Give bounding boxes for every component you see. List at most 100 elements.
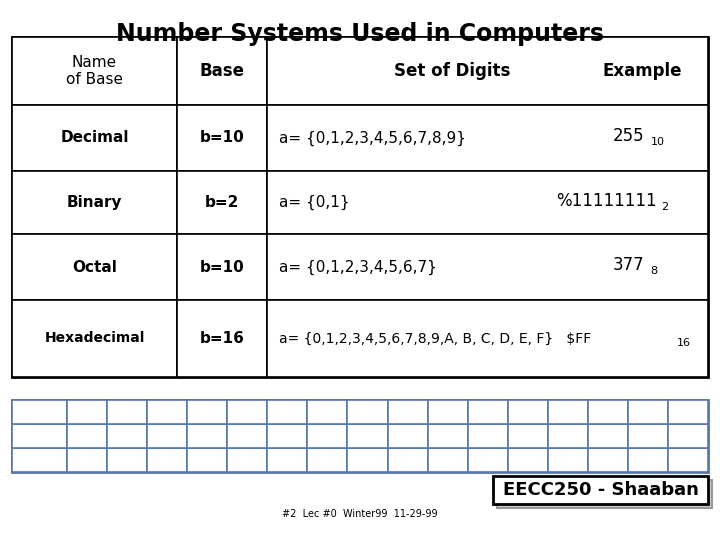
- Text: 5: 5: [282, 453, 292, 467]
- Text: Set of Digits: Set of Digits: [394, 62, 510, 80]
- Text: 0100: 0100: [234, 407, 261, 417]
- Text: 8: 8: [402, 453, 413, 467]
- Bar: [428, 448, 467, 472]
- Bar: [467, 448, 508, 472]
- Bar: [267, 448, 307, 472]
- Text: 0111: 0111: [354, 407, 381, 417]
- Bar: [12, 37, 708, 377]
- Text: B: B: [523, 429, 533, 443]
- Bar: [387, 400, 428, 424]
- Text: A: A: [482, 429, 493, 443]
- Text: b=10: b=10: [199, 131, 244, 145]
- Text: Base: Base: [199, 62, 245, 80]
- Bar: [628, 424, 668, 448]
- Bar: [348, 424, 387, 448]
- Bar: [267, 234, 708, 300]
- Bar: [12, 400, 708, 472]
- Text: a= {0,1,2,3,4,5,6,7,8,9,A, B, C, D, E, F}   $FF: a= {0,1,2,3,4,5,6,7,8,9,A, B, C, D, E, F…: [279, 332, 591, 346]
- Text: 6: 6: [323, 453, 332, 467]
- Text: b=10: b=10: [199, 260, 244, 274]
- Bar: [147, 448, 187, 472]
- Bar: [588, 400, 628, 424]
- Text: Hex: Hex: [26, 429, 53, 442]
- Bar: [67, 448, 107, 472]
- Text: 1: 1: [122, 429, 132, 443]
- Bar: [348, 400, 387, 424]
- Bar: [497, 480, 712, 508]
- Text: a= {0,1,2,3,4,5,6,7,8,9}: a= {0,1,2,3,4,5,6,7,8,9}: [279, 130, 466, 146]
- Text: #2  Lec #0  Winter99  11-29-99: #2 Lec #0 Winter99 11-29-99: [282, 509, 438, 519]
- Text: a= {0,1,2,3,4,5,6,7}: a= {0,1,2,3,4,5,6,7}: [279, 259, 437, 275]
- Bar: [12, 37, 177, 105]
- Text: 5: 5: [282, 429, 292, 443]
- Bar: [177, 234, 267, 300]
- Bar: [548, 448, 588, 472]
- Bar: [267, 400, 307, 424]
- Bar: [548, 400, 588, 424]
- Text: 1001: 1001: [434, 407, 461, 417]
- Text: 1100: 1100: [554, 407, 581, 417]
- Bar: [187, 424, 228, 448]
- Bar: [228, 448, 267, 472]
- Text: 3: 3: [202, 453, 212, 467]
- Bar: [307, 400, 348, 424]
- Bar: [467, 400, 508, 424]
- Bar: [228, 424, 267, 448]
- Text: C: C: [562, 429, 573, 443]
- Bar: [668, 424, 708, 448]
- Text: 0010: 0010: [153, 407, 181, 417]
- Bar: [177, 105, 267, 171]
- Bar: [508, 424, 548, 448]
- Text: 0: 0: [82, 453, 92, 467]
- Bar: [267, 424, 307, 448]
- Bar: [588, 424, 628, 448]
- Text: 1110: 1110: [634, 407, 662, 417]
- Bar: [67, 424, 107, 448]
- Bar: [348, 448, 387, 472]
- Bar: [147, 424, 187, 448]
- Text: 0001: 0001: [114, 407, 140, 417]
- Text: 1000: 1000: [394, 407, 421, 417]
- Bar: [12, 171, 177, 234]
- Text: Decimal: Decimal: [12, 454, 68, 467]
- Bar: [147, 400, 187, 424]
- Text: 1: 1: [122, 453, 132, 467]
- Text: 2: 2: [662, 201, 669, 212]
- Text: Binary: Binary: [19, 407, 60, 417]
- Bar: [177, 37, 267, 105]
- Text: F: F: [683, 429, 693, 443]
- Bar: [307, 448, 348, 472]
- Text: 16: 16: [677, 338, 691, 348]
- Text: b=16: b=16: [199, 331, 244, 346]
- Bar: [628, 400, 668, 424]
- Bar: [387, 448, 428, 472]
- Bar: [668, 448, 708, 472]
- Bar: [12, 300, 177, 377]
- Bar: [467, 424, 508, 448]
- Text: Decimal: Decimal: [60, 131, 129, 145]
- Text: Hexadecimal: Hexadecimal: [45, 332, 145, 346]
- Text: 1010: 1010: [474, 407, 501, 417]
- Text: 8: 8: [402, 429, 413, 443]
- Text: 6: 6: [323, 429, 332, 443]
- Bar: [12, 105, 177, 171]
- Text: 14: 14: [638, 453, 657, 467]
- Text: a= {0,1}: a= {0,1}: [279, 195, 350, 210]
- Bar: [668, 400, 708, 424]
- Text: 1111: 1111: [675, 407, 701, 417]
- Text: E: E: [643, 429, 652, 443]
- Text: D: D: [602, 429, 613, 443]
- Bar: [12, 448, 67, 472]
- Bar: [548, 424, 588, 448]
- Text: 9: 9: [443, 429, 452, 443]
- Bar: [428, 424, 467, 448]
- Text: 10: 10: [478, 453, 498, 467]
- Bar: [107, 424, 147, 448]
- Text: 15: 15: [678, 453, 698, 467]
- Bar: [107, 448, 147, 472]
- Bar: [267, 300, 708, 377]
- Text: 13: 13: [598, 453, 618, 467]
- Bar: [588, 448, 628, 472]
- Bar: [228, 400, 267, 424]
- Bar: [508, 400, 548, 424]
